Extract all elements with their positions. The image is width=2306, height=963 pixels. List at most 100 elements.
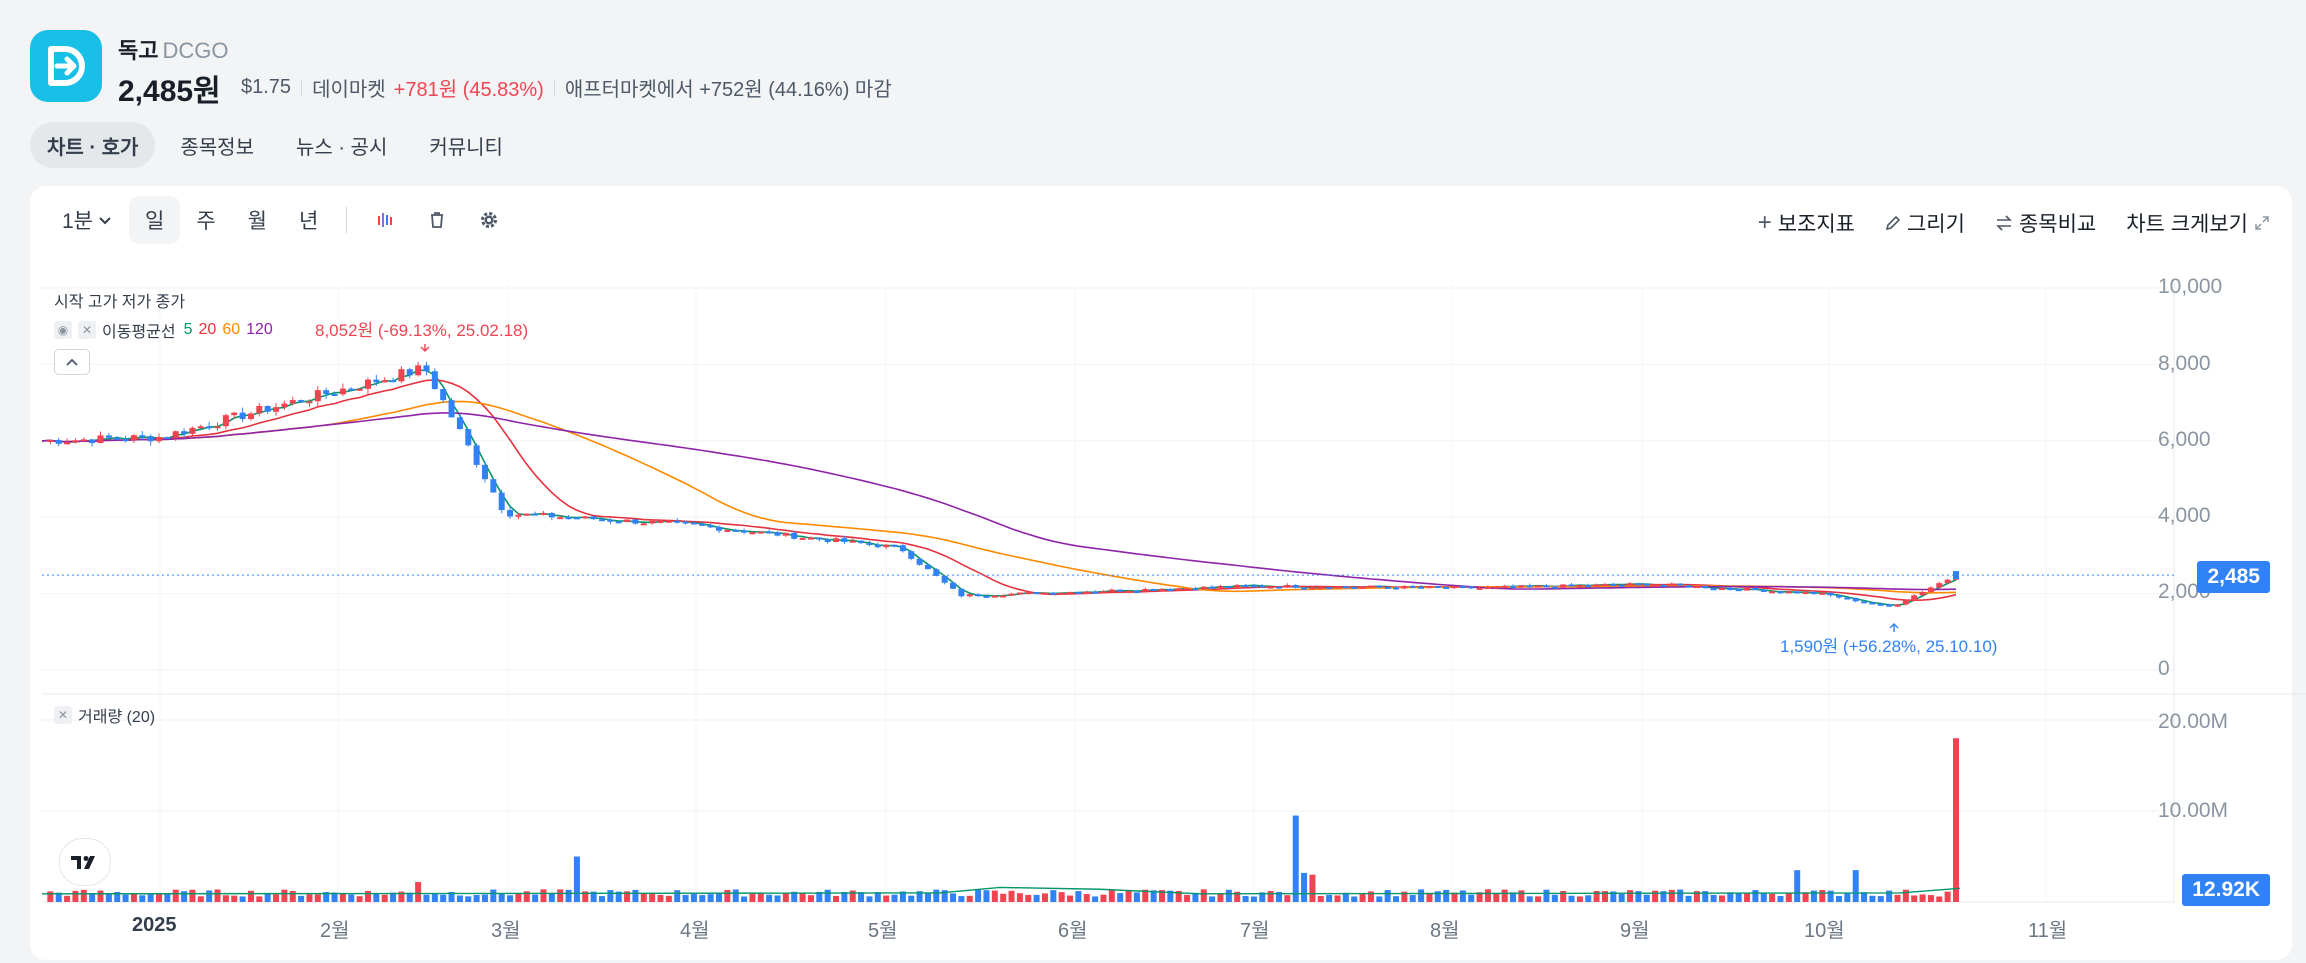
volume-bar [515,893,522,902]
interval-dropdown[interactable]: 1분 [46,196,129,244]
month-label: 5월 [868,920,898,942]
tab-community[interactable]: 커뮤니티 [429,136,503,159]
volume-bar [1953,738,1959,902]
expand-chart-button[interactable]: 차트 크게보기 [2126,208,2270,238]
candle [1585,585,1592,588]
candle [1217,586,1224,589]
volume-bar [991,890,998,902]
volume-tick: 10.00M [2158,799,2229,822]
month-label: 9월 [1620,920,1650,942]
candle [1535,585,1542,588]
tab-stock-info[interactable]: 종목정보 [180,136,254,159]
volume-bar [1326,894,1333,902]
price-tick: 8,000 [2158,352,2211,375]
volume-bar [1058,892,1065,902]
volume-bar [314,894,321,902]
volume-bar [415,881,422,902]
volume-bar [1911,895,1918,902]
candle [1418,586,1425,589]
market-label: 데이마켓 [312,79,386,101]
candle [1576,585,1583,588]
volume-bar [348,894,355,902]
candle [1058,592,1065,595]
indicator-button[interactable]: + 보조지표 [1758,208,1855,238]
volume-bar [97,890,104,902]
candle [1267,586,1274,589]
candle [632,519,639,524]
volume-bar [1936,896,1943,902]
candle [473,445,480,465]
current-price-badge: 2,485 [2197,561,2270,593]
candle [431,371,438,390]
tab-news[interactable]: 뉴스 · 공시 [295,136,388,159]
candle [682,521,689,524]
candle [1727,588,1734,591]
volume-bar [1384,890,1391,902]
volume-bar [665,895,672,902]
volume-bar [1501,889,1508,902]
candle [1125,591,1132,594]
volume-bar [289,891,296,902]
candle [89,439,96,444]
candle [849,540,856,543]
candle [1501,585,1508,588]
ma-periods: 5 20 60 120 [184,321,273,339]
candle [1184,588,1191,591]
candle [1133,591,1140,594]
price-tick: 6,000 [2158,428,2211,451]
period-day[interactable]: 일 [129,196,181,244]
candle [214,426,221,429]
volume-bar [941,890,948,902]
volume-bar [1576,896,1583,902]
candle [1543,585,1550,588]
close-icon[interactable]: ✕ [54,706,72,724]
volume-bar [1618,893,1625,902]
chart-type-button[interactable] [359,196,411,244]
candle [841,538,848,542]
delete-drawing-button[interactable] [411,196,463,244]
stock-name-korean: 독고 [118,38,159,63]
period-month[interactable]: 월 [247,210,267,233]
volume-bar [532,894,539,902]
period-week[interactable]: 주 [196,210,216,233]
candle [1652,584,1659,587]
volume-bar [1150,890,1157,902]
close-icon[interactable]: ✕ [78,321,96,339]
candle [732,529,739,532]
candle [958,588,965,597]
candle [1677,583,1684,586]
chart-settings-button[interactable] [463,196,515,244]
volume-bar [1259,892,1266,902]
period-year[interactable]: 년 [298,210,319,233]
volume-bar [1927,895,1934,902]
candle [1359,586,1366,589]
volume-bar [732,889,739,902]
volume-bar [866,896,873,902]
tab-chart[interactable]: 차트 · 호가 [30,122,156,168]
candle [289,400,296,404]
ma120-label: 120 [246,321,273,338]
candle [1426,586,1433,589]
volume-bar [582,891,589,902]
volume-bar [724,889,731,902]
draw-button[interactable]: 그리기 [1885,208,1965,238]
price-tick: 2,000 [2158,580,2211,603]
compare-button[interactable]: 종목비교 [1995,208,2096,238]
month-label: 2월 [320,920,350,942]
candle [1627,583,1634,586]
tradingview-logo[interactable] [59,838,111,886]
candle [766,531,773,534]
collapse-legend-button[interactable] [54,349,90,375]
candle [1351,586,1358,589]
price-tick: 0 [2158,657,2170,680]
volume-bar [1033,894,1040,902]
eye-icon[interactable]: ◉ [54,321,72,339]
candle [1083,591,1090,594]
volume-bar [1418,889,1425,902]
candle [523,513,530,516]
candle [782,532,789,536]
volume-bar [690,893,697,902]
volume-bar [1393,896,1400,902]
candle [1668,583,1675,586]
